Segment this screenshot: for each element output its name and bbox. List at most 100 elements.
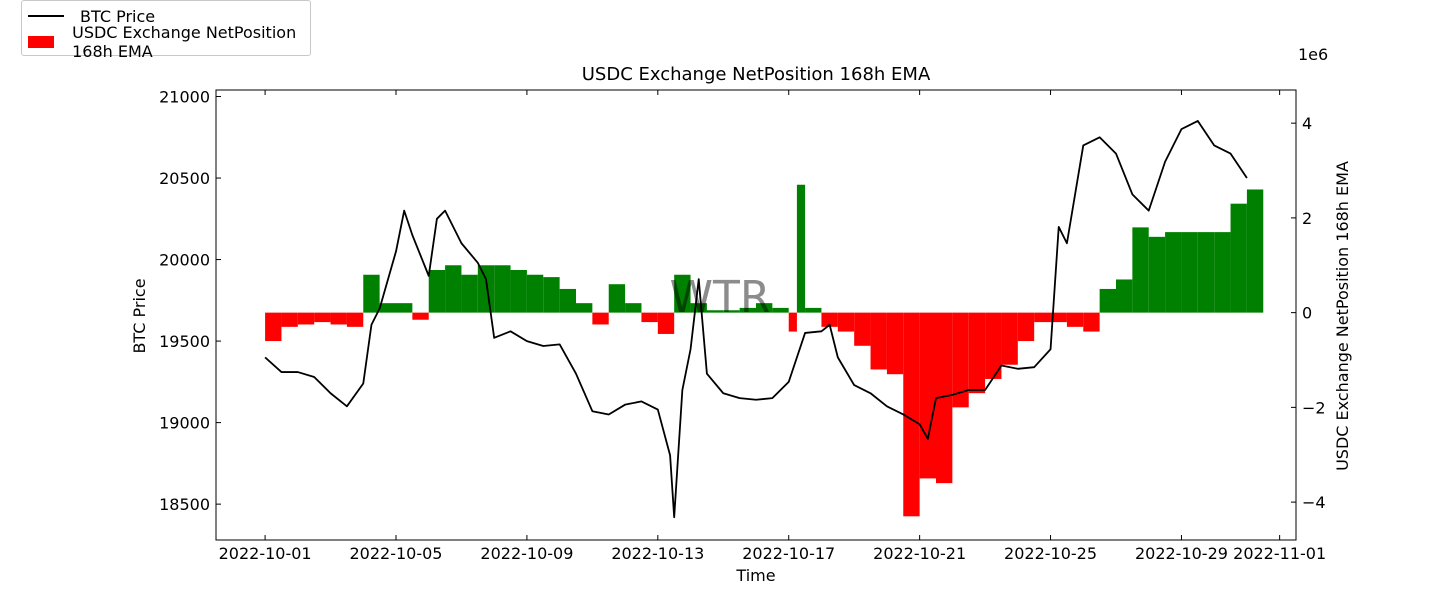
- netposition-bar: [477, 265, 495, 313]
- netposition-bar: [1050, 312, 1067, 323]
- netposition-bar: [919, 312, 936, 479]
- netposition-bar: [608, 284, 626, 313]
- netposition-bar: [1181, 232, 1198, 313]
- netposition-bar: [625, 303, 642, 313]
- netposition-bar: [428, 270, 446, 313]
- netposition-bar: [690, 303, 707, 313]
- chart-title: USDC Exchange NetPosition 168h EMA: [582, 64, 931, 85]
- legend: BTC Price USDC Exchange NetPosition 168h…: [21, 0, 311, 61]
- netposition-bar: [641, 312, 658, 323]
- y-right-tick-label: −4: [1302, 493, 1326, 512]
- netposition-bar: [379, 303, 396, 313]
- netposition-bar: [1001, 312, 1018, 365]
- netposition-bar: [445, 265, 462, 313]
- netposition-bar: [559, 288, 576, 313]
- netposition-bar: [1066, 312, 1084, 327]
- netposition-bar: [363, 274, 380, 313]
- netposition-bar: [870, 312, 887, 370]
- y-left-tick-label: 19500: [159, 332, 210, 351]
- y-left-tick-label: 21000: [159, 88, 210, 107]
- netposition-bar: [1148, 236, 1166, 313]
- netposition-bar: [723, 310, 740, 313]
- x-tick-label: 2022-10-13: [611, 544, 704, 563]
- netposition-bar: [1197, 232, 1215, 313]
- y-axis-label-right: USDC Exchange NetPosition 168h EMA: [1333, 161, 1352, 471]
- x-tick-label: 2022-10-05: [350, 544, 443, 563]
- netposition-bar: [396, 303, 413, 313]
- netposition-bar: [1132, 227, 1149, 313]
- netposition-bar: [412, 312, 429, 320]
- netposition-bar: [886, 312, 904, 375]
- netposition-bar: [952, 312, 969, 408]
- netposition-bar: [903, 312, 920, 517]
- y-right-tick-label: −2: [1302, 398, 1326, 417]
- y-left-tick-label: 20000: [159, 251, 210, 270]
- netposition-bar: [657, 312, 675, 334]
- netposition-bar: [281, 312, 298, 327]
- netposition-bar: [772, 307, 789, 313]
- x-tick-label: 2022-10-25: [1004, 544, 1097, 563]
- netposition-bar: [805, 307, 822, 313]
- y-left-tick-label: 18500: [159, 495, 210, 514]
- netposition-bar: [1116, 279, 1133, 313]
- y-right-tick-label: 2: [1302, 209, 1312, 228]
- y-axis-label-left: BTC Price: [130, 278, 149, 353]
- y-left-tick-label: 19000: [159, 414, 210, 433]
- x-tick-label: 2022-10-21: [873, 544, 966, 563]
- netposition-bar: [461, 274, 478, 313]
- netposition-bar: [1246, 189, 1264, 313]
- x-axis-label: Time: [735, 566, 775, 585]
- netposition-bar: [1083, 312, 1100, 332]
- netposition-bar: [837, 312, 855, 332]
- x-tick-label: 2022-10-17: [742, 544, 835, 563]
- legend-label: USDC Exchange NetPosition 168h EMA: [72, 23, 297, 61]
- plot-frame: [215, 89, 1297, 541]
- netposition-bar: [968, 312, 986, 394]
- netposition-bar: [526, 274, 544, 313]
- x-tick-label: 2022-10-29: [1135, 544, 1228, 563]
- netposition-bar: [674, 274, 691, 313]
- netposition-bar: [510, 270, 527, 313]
- y-right-tick-label: 4: [1302, 114, 1312, 133]
- bar-swatch: [28, 36, 55, 48]
- netposition-bar: [543, 277, 560, 313]
- netposition-bar: [706, 310, 724, 313]
- y-left-tick-label: 20500: [159, 169, 210, 188]
- netposition-bar: [1230, 203, 1247, 313]
- netposition-bar: [494, 265, 511, 313]
- netposition-bar: [1017, 312, 1035, 342]
- x-tick-label: 2022-11-01: [1233, 544, 1326, 563]
- netposition-bar: [854, 312, 871, 346]
- netposition-bar: [821, 312, 838, 327]
- netposition-bar: [739, 307, 756, 313]
- netposition-bar: [265, 312, 282, 342]
- netposition-bar: [330, 312, 347, 325]
- netposition-bar: [1034, 312, 1051, 323]
- y-right-tick-label: 0: [1302, 304, 1312, 323]
- legend-item-btc-price: BTC Price: [22, 4, 155, 28]
- right-axis-multiplier: 1e6: [1298, 45, 1328, 64]
- netposition-bar: [936, 312, 953, 484]
- netposition-bar: [796, 184, 806, 313]
- netposition-bar: [1165, 232, 1182, 313]
- netposition-bar: [756, 303, 773, 313]
- plot-area: [264, 120, 1264, 519]
- netposition-bar: [985, 312, 1002, 379]
- netposition-bar: [314, 312, 331, 323]
- legend-label: BTC Price: [80, 6, 156, 26]
- watermark: WTR: [670, 272, 771, 323]
- netposition-bar: [297, 312, 315, 325]
- x-tick-label: 2022-10-09: [480, 544, 573, 563]
- axes: 2022-10-01 2022-10-05 2022-10-09 2022-10-13…: [159, 88, 1326, 563]
- netposition-bar: [576, 303, 593, 313]
- x-tick-label: 2022-10-01: [219, 544, 312, 563]
- legend-item-netposition: USDC Exchange NetPosition 168h EMA: [22, 23, 310, 61]
- netposition-bar: [592, 312, 609, 325]
- btc-price-line: [264, 120, 1248, 519]
- netposition-bar: [346, 312, 364, 327]
- netposition-bar: [1099, 288, 1116, 313]
- netposition-bar: [788, 312, 797, 332]
- line-swatch: [28, 15, 64, 17]
- netposition-bar: [1214, 232, 1231, 313]
